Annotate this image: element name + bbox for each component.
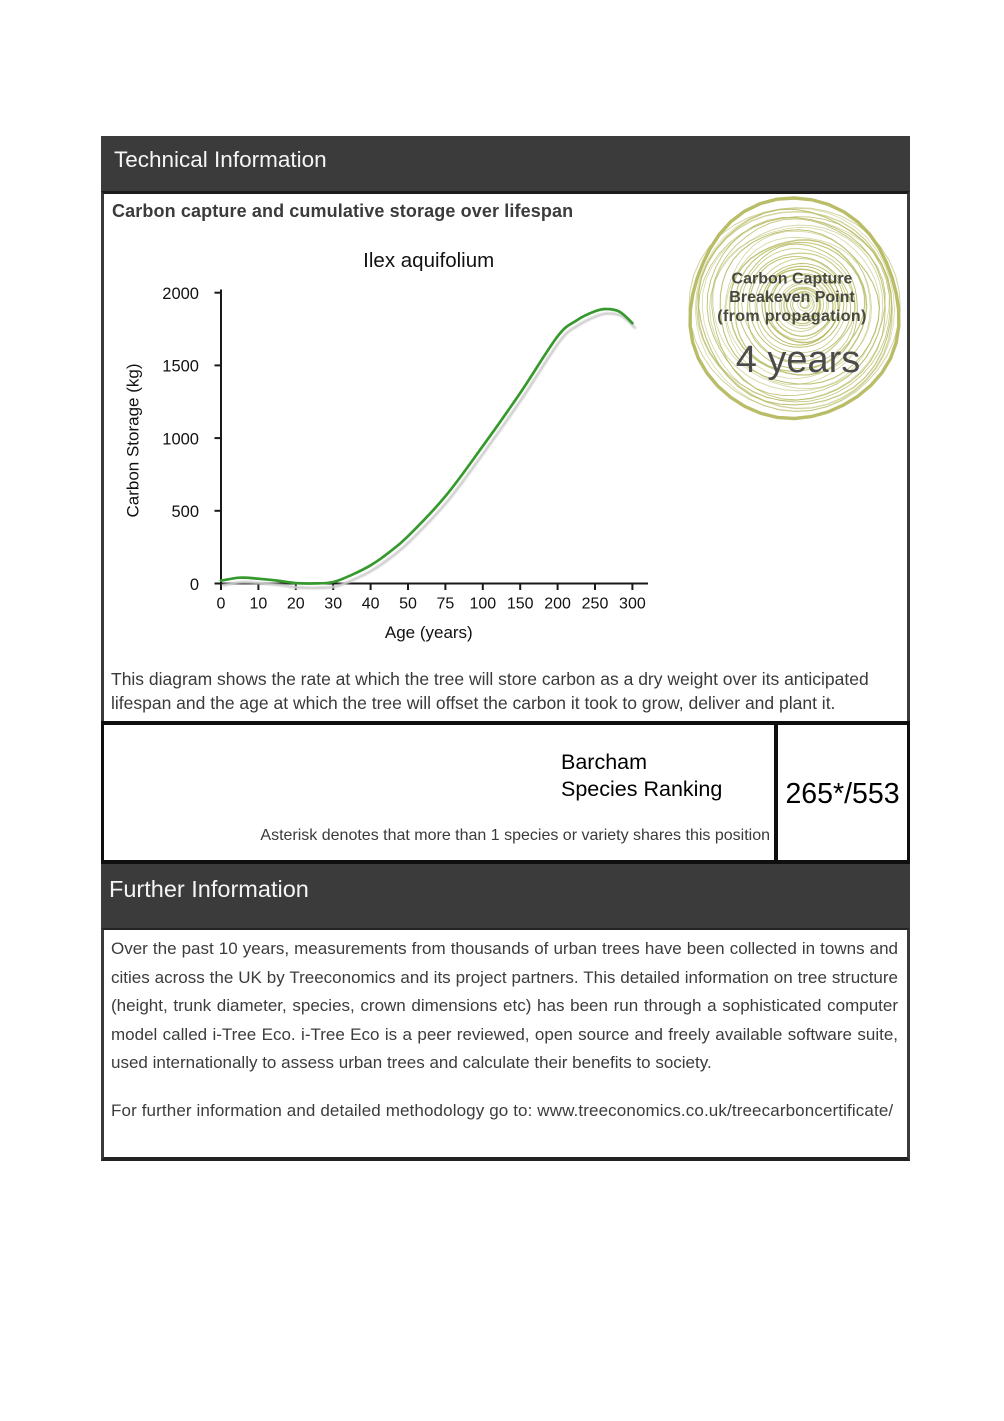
svg-text:75: 75 <box>437 596 455 613</box>
svg-text:Age (years): Age (years) <box>385 623 473 642</box>
svg-text:300: 300 <box>619 596 646 613</box>
svg-text:Carbon Storage (kg): Carbon Storage (kg) <box>124 363 143 517</box>
svg-text:Breakeven Point: Breakeven Point <box>729 289 855 306</box>
svg-text:150: 150 <box>507 596 534 613</box>
svg-text:40: 40 <box>362 596 380 613</box>
svg-text:10: 10 <box>250 596 268 613</box>
svg-text:(from propagation): (from propagation) <box>717 308 866 325</box>
svg-text:20: 20 <box>287 596 305 613</box>
svg-text:4 years: 4 years <box>736 339 861 381</box>
svg-text:100: 100 <box>469 596 496 613</box>
svg-text:250: 250 <box>582 596 609 613</box>
svg-text:0: 0 <box>190 576 199 594</box>
svg-text:50: 50 <box>399 596 417 613</box>
svg-text:500: 500 <box>171 503 199 521</box>
svg-text:30: 30 <box>324 596 342 613</box>
svg-text:1000: 1000 <box>162 430 199 448</box>
svg-text:1500: 1500 <box>162 358 199 376</box>
svg-text:0: 0 <box>217 596 226 613</box>
svg-text:Ilex aquifolium: Ilex aquifolium <box>363 249 494 272</box>
svg-text:2000: 2000 <box>162 285 199 303</box>
svg-text:Carbon Capture: Carbon Capture <box>732 271 853 288</box>
svg-text:200: 200 <box>544 596 571 613</box>
